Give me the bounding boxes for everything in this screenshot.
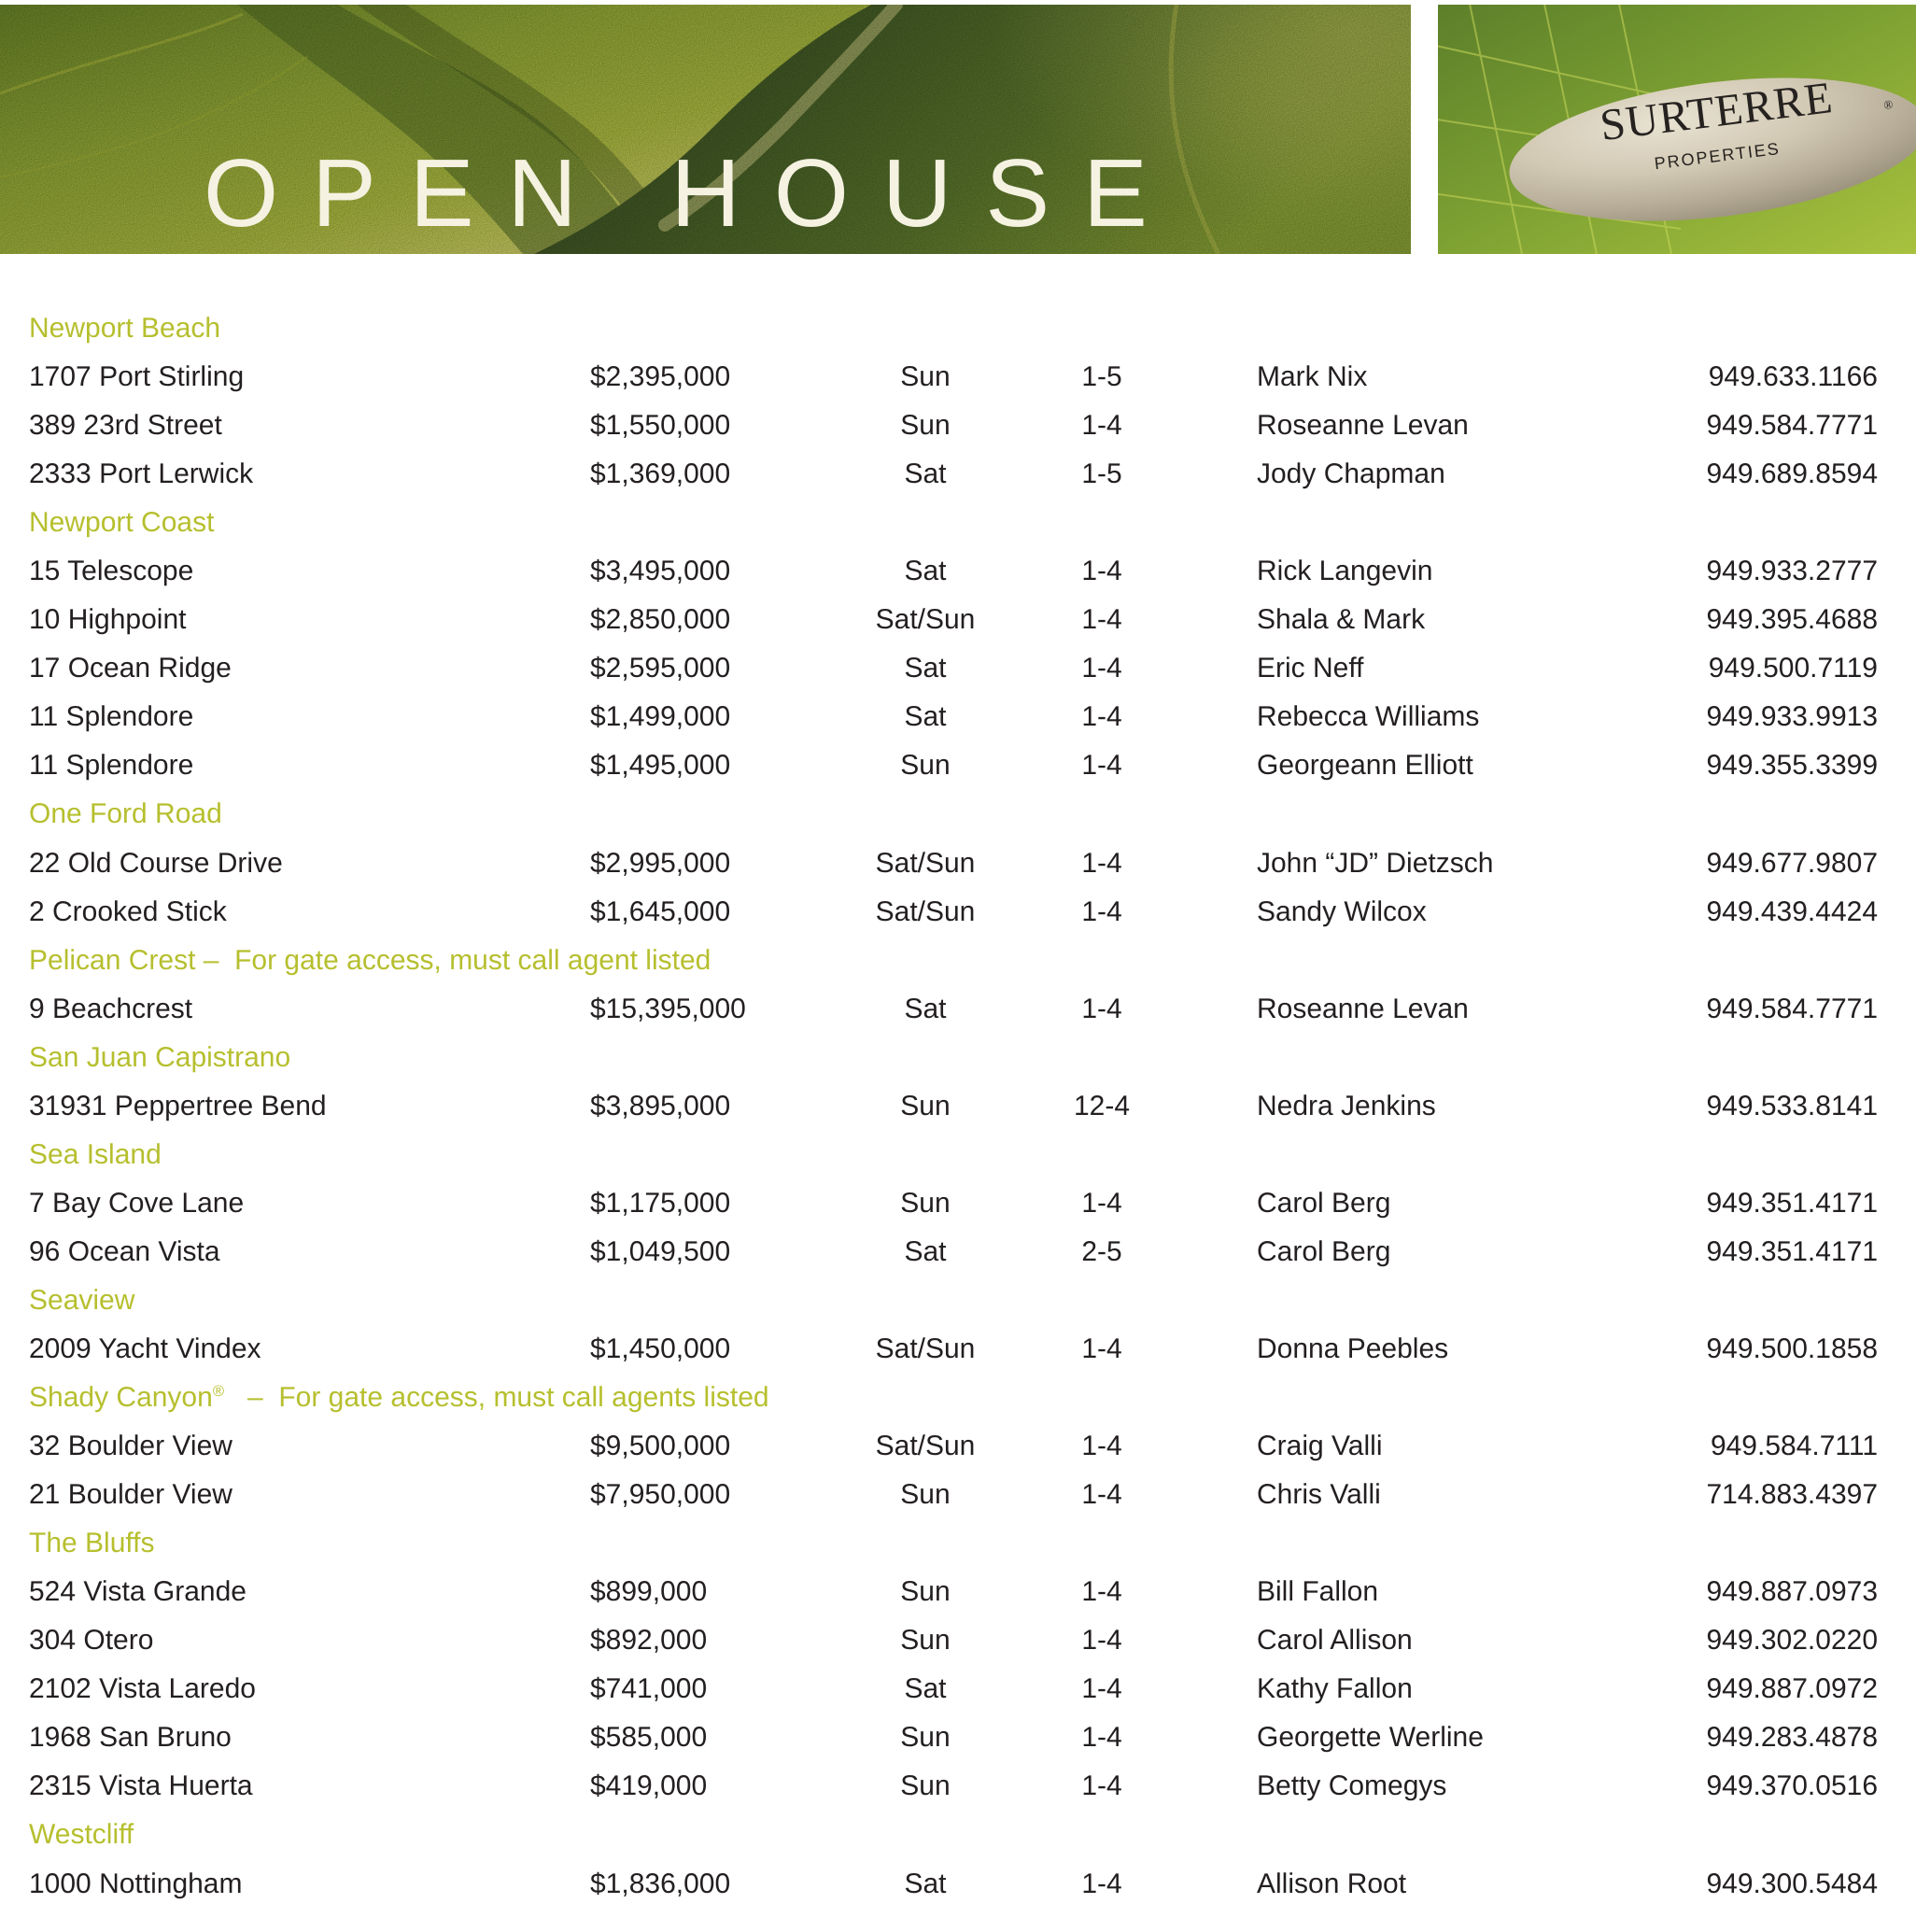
svg-text:®: ® [1883, 97, 1895, 112]
svg-text:OPEN HOUSE: OPEN HOUSE [204, 139, 1181, 247]
